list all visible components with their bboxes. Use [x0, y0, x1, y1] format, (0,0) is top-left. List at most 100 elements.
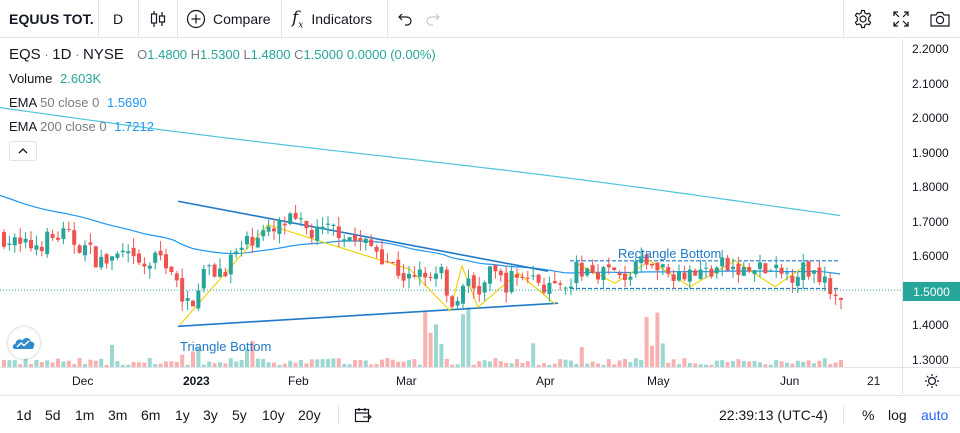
volume-bar — [493, 358, 498, 367]
legend-ema200[interactable]: EMA 200 close 0 1.7212 — [9, 119, 154, 134]
axis-settings-button[interactable] — [902, 367, 960, 394]
candle-body — [417, 269, 422, 277]
go-to-date-button[interactable] — [354, 396, 372, 433]
volume-bar — [277, 364, 282, 367]
volume-bar — [731, 361, 735, 367]
volume-bar — [2, 359, 6, 367]
range-10y[interactable]: 10y — [262, 407, 285, 423]
candle-body — [331, 224, 336, 227]
tradingview-logo[interactable] — [8, 327, 40, 359]
candle-body — [477, 286, 482, 295]
candle-body — [536, 274, 541, 283]
percent-toggle[interactable]: % — [862, 407, 875, 423]
indicators-button[interactable]: fx Indicators — [292, 0, 372, 38]
candle-body — [596, 272, 600, 280]
range-20y[interactable]: 20y — [298, 407, 321, 423]
candle-body — [617, 272, 622, 276]
volume-bar — [137, 362, 141, 367]
candle-body — [714, 267, 719, 274]
volume-bar — [795, 360, 800, 367]
range-5y[interactable]: 5y — [232, 407, 247, 423]
candle-body — [201, 268, 206, 289]
candle-body — [282, 223, 287, 226]
volume-bar — [720, 360, 725, 367]
candle-body — [326, 223, 330, 225]
candle-body — [353, 235, 357, 242]
fullscreen-button[interactable] — [891, 0, 911, 38]
range-1d[interactable]: 1d — [16, 407, 32, 423]
legend-volume[interactable]: Volume 2.603K — [9, 71, 101, 86]
redo-button[interactable] — [424, 0, 442, 38]
sun-settings-icon — [924, 374, 939, 388]
volume-bar — [628, 362, 633, 367]
volume-bar — [666, 362, 671, 367]
volume-bar — [88, 359, 93, 367]
volume-bar — [228, 358, 233, 367]
candle-body — [336, 226, 341, 239]
volume-bar — [801, 361, 806, 367]
candle-body — [342, 239, 347, 242]
volume-bar — [288, 360, 293, 367]
volume-bar — [552, 363, 557, 367]
volume-bar — [93, 360, 98, 367]
price-chart[interactable] — [0, 39, 902, 367]
candle-body — [741, 267, 746, 276]
price-tick: 1.7000 — [912, 215, 949, 229]
screenshot-button[interactable] — [929, 0, 951, 38]
toolbar-divider — [281, 0, 282, 38]
range-3m[interactable]: 3m — [108, 407, 128, 423]
range-1m[interactable]: 1m — [75, 407, 95, 423]
volume-bar — [126, 364, 131, 367]
candle-body — [88, 242, 93, 245]
top-toolbar: EQUUS TOT. D Compare fx Indicators — [0, 0, 960, 38]
chart-pane[interactable]: EQS · 1D · NYSE O1.4800 H1.5300 L1.4800 … — [0, 39, 902, 367]
candle-body — [207, 265, 212, 267]
candle-body — [585, 268, 590, 276]
candle-body — [828, 278, 833, 294]
legend-ema50[interactable]: EMA 50 close 0 1.5690 — [9, 95, 147, 110]
collapse-legend-button[interactable] — [9, 141, 37, 161]
candle-body — [563, 287, 568, 289]
candle-body — [806, 261, 811, 277]
candle-body — [552, 281, 557, 284]
time-axis[interactable]: Dec 2023 Feb Mar Apr May Jun 21 — [0, 367, 902, 394]
candle-body — [147, 265, 152, 269]
range-1y[interactable]: 1y — [175, 407, 190, 423]
volume-bar — [763, 364, 768, 367]
candle-body — [547, 282, 552, 294]
auto-toggle[interactable]: auto — [921, 407, 949, 423]
candle-body — [23, 238, 28, 243]
volume-bar — [504, 362, 509, 367]
candle-body — [358, 237, 363, 241]
symbol-search[interactable]: EQUUS TOT. — [9, 0, 94, 38]
range-3y[interactable]: 3y — [203, 407, 218, 423]
volume-bar — [239, 359, 244, 367]
plus-circle-icon — [186, 9, 206, 29]
range-5d[interactable]: 5d — [45, 407, 61, 423]
candle-body — [126, 251, 131, 254]
volume-bar — [385, 358, 390, 367]
range-6m[interactable]: 6m — [141, 407, 161, 423]
candle-body — [255, 237, 260, 248]
undo-button[interactable] — [396, 0, 414, 38]
candle-body — [725, 257, 730, 271]
volume-bar — [655, 312, 660, 367]
compare-button[interactable]: Compare — [186, 0, 271, 38]
volume-bar — [153, 364, 158, 367]
bar-style-button[interactable] — [148, 0, 168, 38]
log-toggle[interactable]: log — [888, 407, 907, 423]
settings-button[interactable] — [852, 0, 874, 38]
volume-bar — [412, 359, 417, 367]
price-axis[interactable]: 2.2000 2.1000 2.0000 1.9000 1.8000 1.700… — [902, 39, 960, 367]
candle-body — [212, 264, 217, 277]
volume-bar — [488, 361, 492, 367]
candle-body — [650, 263, 654, 266]
clock-timezone[interactable]: 22:39:13 (UTC-4) — [719, 407, 828, 423]
interval-button[interactable]: D — [113, 0, 123, 38]
redo-icon — [426, 13, 440, 26]
volume-bar — [331, 358, 336, 367]
volume-bar — [736, 359, 741, 367]
candle-body — [18, 237, 23, 244]
candle-body — [110, 256, 114, 261]
candle-body — [137, 253, 141, 263]
